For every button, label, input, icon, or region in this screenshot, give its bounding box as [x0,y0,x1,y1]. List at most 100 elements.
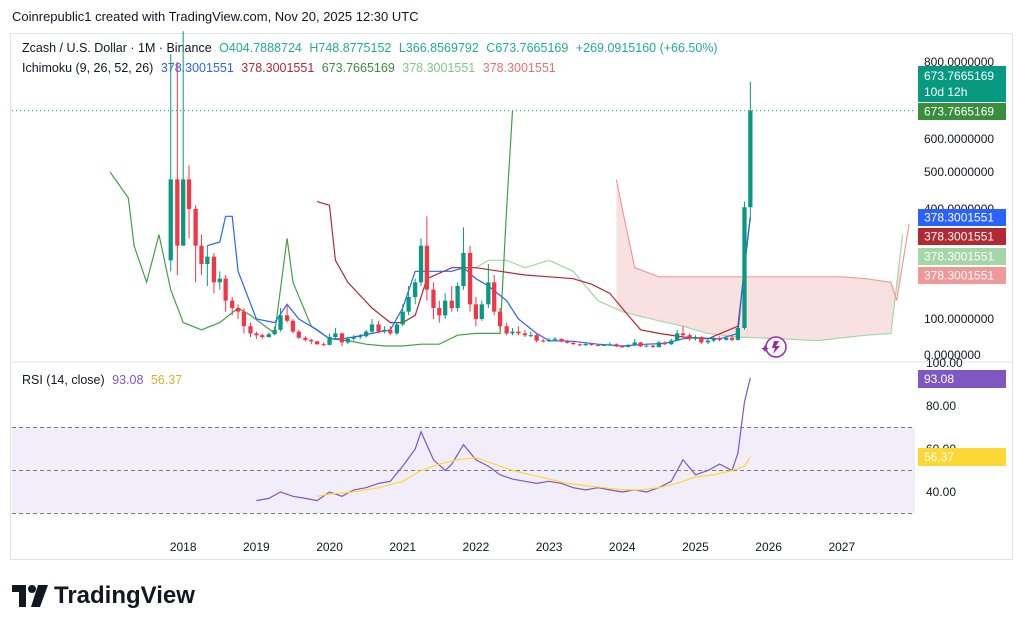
candle [461,227,466,290]
candle [680,326,686,337]
candle-body [717,338,722,340]
candle [669,338,674,345]
candle-body [510,331,515,334]
price-axis-tick: 600.0000000 [924,132,994,146]
rsi-axis-tick: 40.00 [926,485,956,499]
candle [418,238,424,286]
candle-body [382,329,387,332]
candle-body [418,245,424,283]
candle-body [669,340,674,345]
candle [528,331,533,337]
candle [656,340,661,348]
candle-body [724,337,729,340]
candle-body [687,335,692,339]
symbol-label[interactable]: Zcash / U.S. Dollar · 1M · Binance [22,41,212,55]
price-tags: 673.7665169 10d 12h 673.7665169 378.3001551… [918,66,1006,466]
candle-body [278,315,283,330]
close-value: C673.7665169 [486,41,569,55]
last-price-tag: 673.7665169 10d 12h [918,66,1006,102]
brand-name: TradingView [54,582,195,609]
price-pane [12,31,915,348]
candle [571,342,576,345]
candle-body [589,343,594,345]
candle [181,31,186,246]
time-axis-tick: 2024 [609,540,636,554]
rsi-label[interactable]: RSI (14, close) [22,373,105,387]
rsi-ma-value: 56.37 [150,373,183,387]
candle [254,331,259,339]
ichimoku-legend: Ichimoku (9, 26, 52, 26) 378.3001551 378… [22,61,560,75]
candle-body [376,324,381,332]
candle-body [607,344,612,346]
rsi-tag-text: 93.08 [924,372,954,386]
candle [552,337,558,341]
replay-icon[interactable]: ✦ [760,336,787,358]
rsi-axis-tick: 100.00 [926,356,963,370]
candle [369,319,375,334]
candle [345,337,350,345]
candle [455,282,460,312]
candle [620,344,625,348]
spanb-tag-text: 378.3001551 [924,269,994,283]
candle-body [413,282,418,297]
candle-body [632,342,637,345]
candle-body [522,333,528,336]
candle-body [364,331,369,337]
candle-body [711,338,716,341]
price-axis-tick: 0.0000000 [924,348,981,362]
candle-body [431,289,436,308]
candle-body [528,335,533,337]
candle-body [449,300,454,308]
rsi-ma-tag-bg [918,448,1006,466]
candle [614,343,619,348]
candle [290,319,296,334]
candle-body [748,110,753,208]
candle [358,334,363,339]
candle-body [230,300,235,308]
candle [175,62,180,275]
ichimoku-tenkan-value: 378.3001551 [160,61,234,75]
candle [339,332,345,346]
candle [284,304,290,323]
ichimoku-kijun-line [316,201,751,340]
candle-body [614,344,619,347]
candle-body [205,256,210,264]
ichimoku-label[interactable]: Ichimoku (9, 26, 52, 26) [22,61,154,75]
spana-tag: 378.3001551 [918,248,1006,265]
candle-body [303,337,308,340]
candle [406,286,411,316]
candle [364,329,369,338]
candle [577,343,582,346]
candle [424,216,430,301]
rsi-tag-bg [918,370,1006,388]
candle [413,278,418,305]
candle-body [595,344,601,346]
candle [748,81,753,222]
time-axis-tick: 2019 [243,540,270,554]
candle-body [625,344,631,348]
candle-body [309,339,314,342]
candle-body [620,346,625,348]
candle [333,328,338,339]
candle-body [388,329,393,334]
candle [735,326,741,341]
candle-body [369,324,375,332]
candle [467,245,473,312]
candle [266,332,271,338]
candle [205,245,210,286]
candle [492,275,497,316]
candle-body [534,335,539,341]
candle [278,308,283,332]
candle [650,344,656,348]
candle [516,326,521,336]
candle [327,333,332,346]
candle [230,297,235,316]
candle-body [638,342,643,347]
candle-body [241,311,247,327]
rsi-pane [12,361,1012,514]
candle-body [333,333,338,337]
price-legend: Zcash / U.S. Dollar · 1M · Binance O404.… [22,41,722,55]
candle [724,337,729,341]
candle-body [467,253,473,305]
